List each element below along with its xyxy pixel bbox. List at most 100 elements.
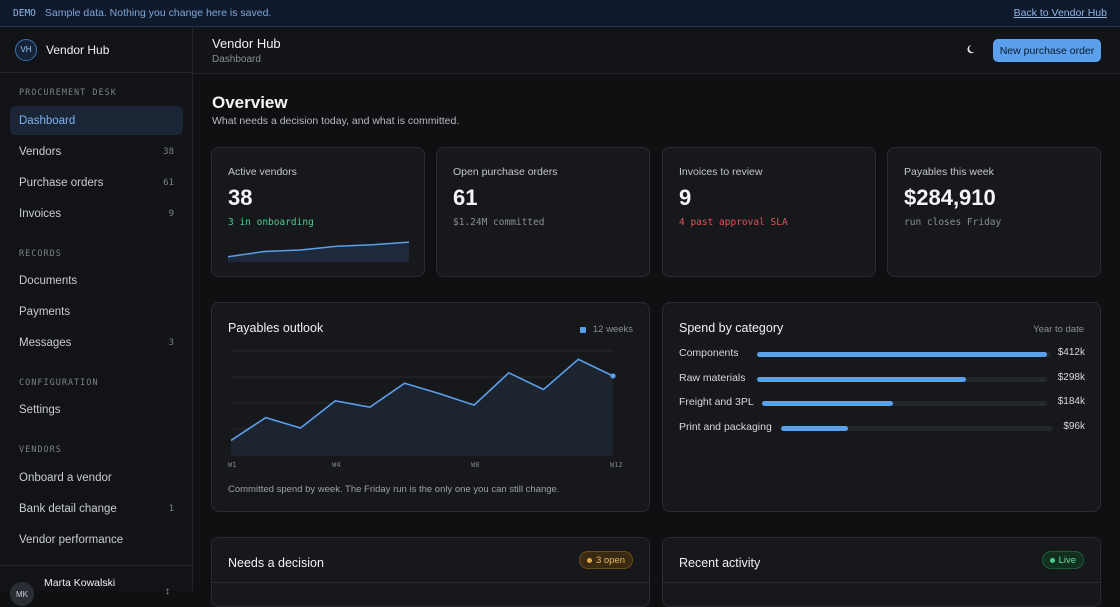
overview-subtitle: What needs a decision today, and what is… [212, 115, 459, 127]
category-label: Print and packaging [679, 421, 772, 433]
overview-title: Overview [212, 93, 288, 113]
stat-note: $1.24M committed [453, 217, 545, 228]
status-badge: 3 open [579, 551, 633, 569]
sidebar-item-count: 38 [163, 147, 174, 157]
category-bar [762, 401, 893, 406]
stat-note: 3 in onboarding [228, 217, 314, 228]
sidebar: VH Vendor Hub PROCUREMENT DESK Dashboard… [0, 27, 193, 591]
sidebar-item-label: Payments [19, 306, 70, 318]
chevron-updown-icon: ↕ [165, 586, 170, 597]
card-title: Spend by category [679, 321, 783, 335]
section-label-procurement: PROCUREMENT DESK [0, 88, 117, 98]
category-label: Components [679, 347, 739, 359]
sidebar-item-label: Purchase orders [19, 177, 103, 189]
x-tick-label: W1 [228, 461, 236, 469]
category-bar [757, 377, 966, 382]
divider [663, 582, 1100, 583]
sidebar-item-count: 9 [169, 209, 174, 219]
badge-label: 3 open [596, 555, 625, 566]
demo-tag: DEMO [13, 8, 36, 19]
stat-card-open-purchase-orders[interactable]: Open purchase orders 61 $1.24M committed [436, 147, 650, 277]
badge-dot [1050, 558, 1055, 563]
category-label: Freight and 3PL [679, 396, 754, 408]
category-label: Raw materials [679, 372, 746, 384]
brand[interactable]: VH Vendor Hub [0, 27, 192, 73]
section-label-records: RECORDS [0, 249, 62, 259]
chart-caption: Committed spend by week. The Friday run … [228, 484, 559, 495]
moon-icon[interactable] [966, 43, 978, 55]
badge-dot [587, 558, 592, 563]
stat-value: 38 [228, 185, 252, 211]
demo-banner: DEMO Sample data. Nothing you change her… [0, 0, 1120, 27]
sidebar-item-label: Onboard a vendor [19, 472, 112, 484]
sidebar-item-dashboard[interactable]: Dashboard [10, 106, 183, 135]
sidebar-item-settings[interactable]: Settings [10, 395, 183, 424]
x-tick-label: W8 [471, 461, 479, 469]
sidebar-item-label: Invoices [19, 208, 61, 220]
demo-message: Sample data. Nothing you change here is … [45, 7, 271, 19]
breadcrumb: Dashboard [212, 54, 261, 65]
stat-label: Active vendors [228, 166, 297, 178]
sidebar-item-label: Dashboard [19, 115, 75, 127]
sidebar-item-bank-detail-change[interactable]: Bank detail change 1 [10, 494, 183, 523]
section-label-vendors: VENDORS [0, 445, 62, 455]
new-purchase-order-button[interactable]: New purchase order [993, 39, 1101, 62]
spend-by-category-card: Spend by category Year to date Component… [662, 302, 1101, 512]
category-bar [757, 352, 1047, 357]
stat-card-payables-this-week[interactable]: Payables this week $284,910 run closes F… [887, 147, 1101, 277]
needs-decision-card: Needs a decision 3 open [211, 537, 650, 607]
stat-note: run closes Friday [904, 217, 1001, 228]
status-badge: Live [1042, 551, 1084, 569]
sidebar-item-vendors[interactable]: Vendors 38 [10, 137, 183, 166]
legend-label: 12 weeks [593, 324, 633, 335]
sidebar-item-count: 3 [169, 338, 174, 348]
stat-note: 4 past approval SLA [679, 217, 788, 228]
user-name: Marta Kowalski [44, 577, 115, 589]
sidebar-item-label: Messages [19, 337, 71, 349]
sidebar-item-vendor-performance[interactable]: Vendor performance [10, 525, 183, 554]
category-row[interactable]: Freight and 3PL $184k [679, 396, 1085, 410]
sidebar-item-purchase-orders[interactable]: Purchase orders 61 [10, 168, 183, 197]
category-value: $184k [1058, 396, 1085, 407]
stat-value: 61 [453, 185, 477, 211]
topbar: Vendor Hub Dashboard New purchase order [193, 27, 1120, 74]
sidebar-item-label: Settings [19, 404, 61, 416]
avatar: MK [10, 582, 34, 606]
x-tick-label: W4 [332, 461, 340, 469]
card-title: Recent activity [679, 556, 760, 570]
stat-label: Invoices to review [679, 166, 762, 178]
period-label: Year to date [1033, 324, 1084, 335]
sidebar-item-onboard-vendor[interactable]: Onboard a vendor [10, 463, 183, 492]
category-row[interactable]: Print and packaging $96k [679, 421, 1085, 435]
back-link[interactable]: Back to Vendor Hub [1014, 7, 1107, 19]
sidebar-item-documents[interactable]: Documents [10, 266, 183, 295]
sparkline [228, 240, 409, 262]
sidebar-item-count: 1 [169, 504, 174, 514]
main-content: Overview What needs a decision today, an… [193, 74, 1120, 591]
card-title: Needs a decision [228, 556, 324, 570]
data-point[interactable] [610, 373, 615, 378]
sidebar-item-invoices[interactable]: Invoices 9 [10, 199, 183, 228]
sidebar-item-payments[interactable]: Payments [10, 297, 183, 326]
category-bar-track [781, 426, 1053, 431]
sidebar-item-label: Bank detail change [19, 503, 117, 515]
stat-card-invoices-to-review[interactable]: Invoices to review 9 4 past approval SLA [662, 147, 876, 277]
user-menu[interactable]: MK Marta Kowalski ↕ [0, 565, 193, 605]
section-label-configuration: CONFIGURATION [0, 378, 99, 388]
category-row[interactable]: Raw materials$298k [679, 372, 1085, 386]
legend-swatch [580, 327, 586, 333]
category-bar-track [757, 352, 1051, 357]
brand-name: Vendor Hub [46, 43, 109, 57]
stat-label: Open purchase orders [453, 166, 557, 178]
stat-card-active-vendors[interactable]: Active vendors 38 3 in onboarding [211, 147, 425, 277]
category-row[interactable]: Components$412k [679, 347, 1085, 361]
stat-label: Payables this week [904, 166, 994, 178]
category-value: $96k [1063, 421, 1085, 432]
brand-logo: VH [15, 39, 37, 61]
page-title: Vendor Hub [212, 36, 281, 51]
sidebar-item-label: Vendors [19, 146, 61, 158]
sidebar-item-messages[interactable]: Messages 3 [10, 328, 183, 357]
category-bar-track [762, 401, 1047, 406]
